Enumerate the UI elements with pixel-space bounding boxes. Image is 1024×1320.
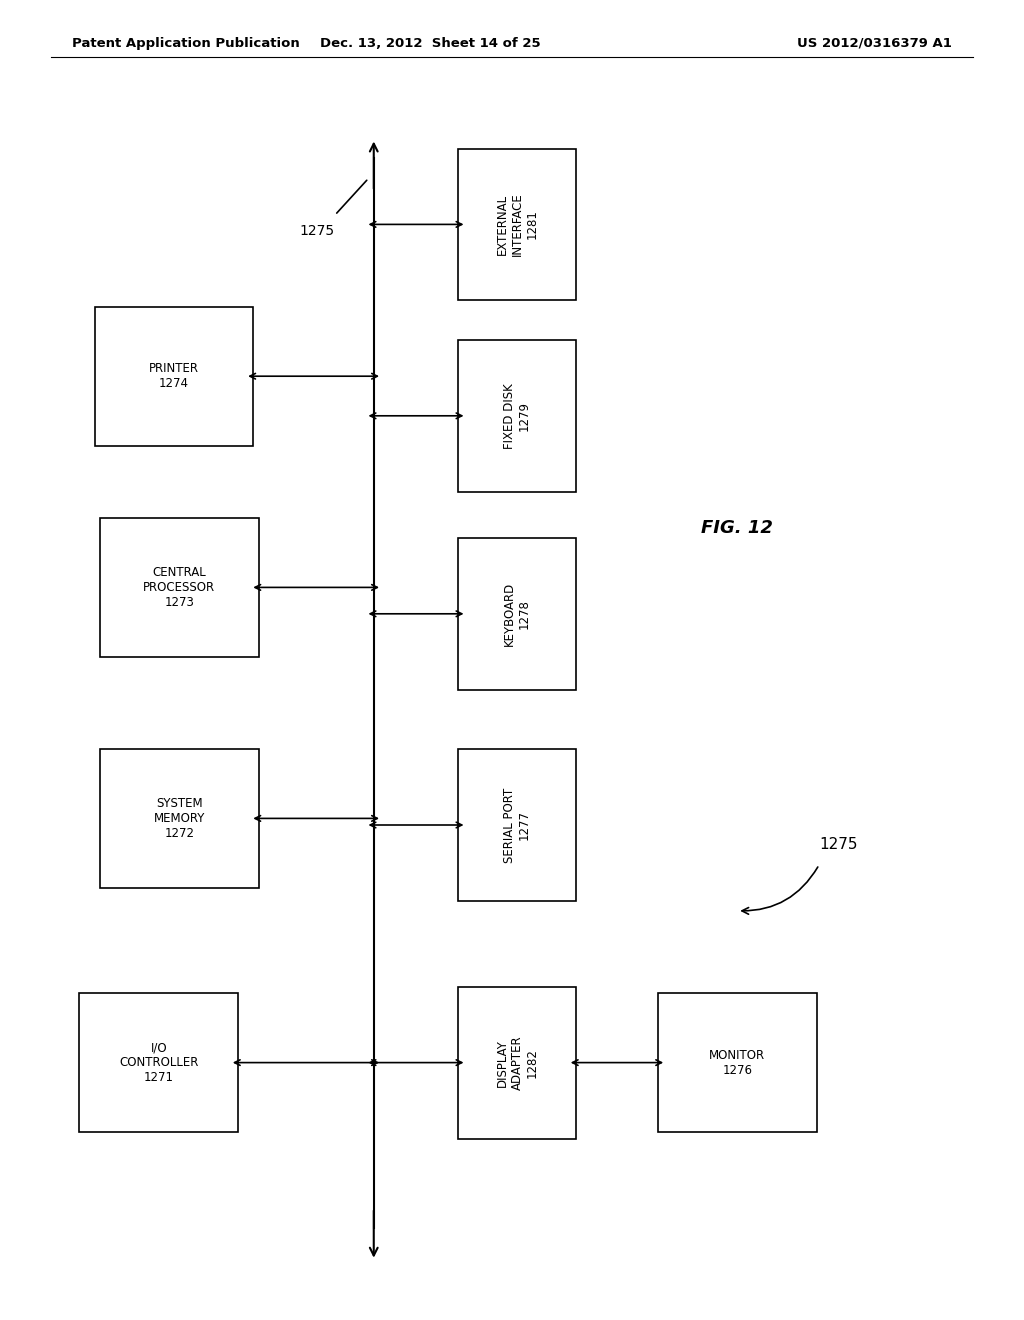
Text: CENTRAL
PROCESSOR
1273: CENTRAL PROCESSOR 1273: [143, 566, 215, 609]
Bar: [459, 539, 575, 689]
Bar: [657, 993, 817, 1131]
Text: SERIAL PORT
1277: SERIAL PORT 1277: [503, 787, 531, 863]
Text: SYSTEM
MEMORY
1272: SYSTEM MEMORY 1272: [154, 797, 205, 840]
Text: KEYBOARD
1278: KEYBOARD 1278: [503, 582, 531, 645]
Text: 1275: 1275: [300, 224, 335, 238]
Bar: [459, 339, 575, 491]
Text: DISPLAY
ADAPTER
1282: DISPLAY ADAPTER 1282: [496, 1035, 539, 1090]
Text: FIXED DISK
1279: FIXED DISK 1279: [503, 383, 531, 449]
Bar: [459, 987, 575, 1138]
Bar: [459, 750, 575, 900]
Bar: [80, 993, 238, 1131]
Text: PRINTER
1274: PRINTER 1274: [150, 362, 199, 391]
Bar: [95, 308, 254, 446]
Text: FIG. 12: FIG. 12: [701, 519, 773, 537]
Text: I/O
CONTROLLER
1271: I/O CONTROLLER 1271: [119, 1041, 199, 1084]
Text: 1275: 1275: [819, 837, 858, 853]
Text: US 2012/0316379 A1: US 2012/0316379 A1: [798, 37, 952, 50]
Bar: [99, 750, 258, 887]
Text: EXTERNAL
INTERFACE
1281: EXTERNAL INTERFACE 1281: [496, 193, 539, 256]
Bar: [459, 149, 575, 301]
Bar: [99, 517, 258, 656]
Text: Dec. 13, 2012  Sheet 14 of 25: Dec. 13, 2012 Sheet 14 of 25: [319, 37, 541, 50]
Text: MONITOR
1276: MONITOR 1276: [710, 1048, 765, 1077]
Text: Patent Application Publication: Patent Application Publication: [72, 37, 299, 50]
